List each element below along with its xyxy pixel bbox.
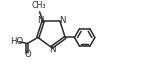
Text: N: N — [49, 45, 55, 54]
Text: N: N — [59, 16, 65, 25]
Text: HO: HO — [10, 37, 23, 46]
Text: N: N — [37, 16, 43, 25]
Text: CH₃: CH₃ — [32, 1, 46, 10]
Text: O: O — [24, 50, 31, 59]
